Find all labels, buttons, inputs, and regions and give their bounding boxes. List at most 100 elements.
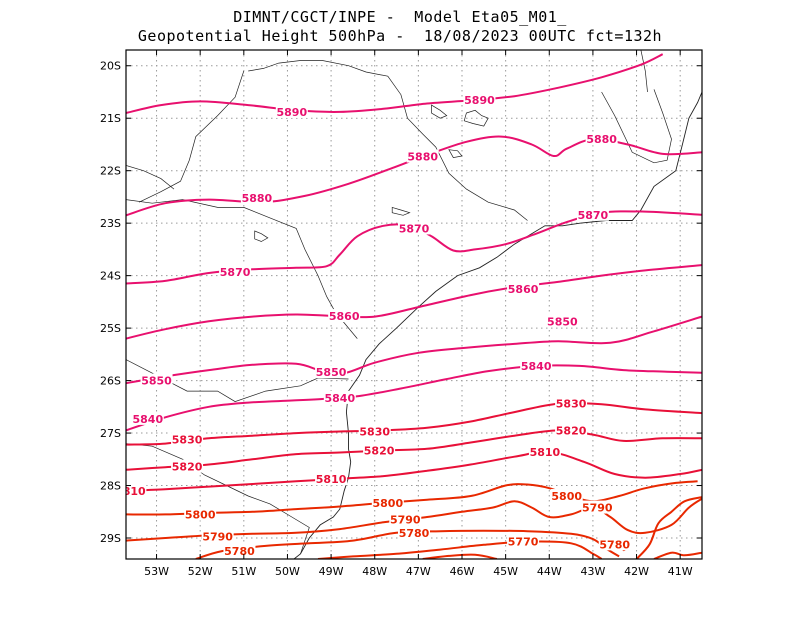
contour-label-5880: 5880 <box>242 192 273 205</box>
state-border <box>248 60 528 221</box>
contour-label-bg <box>528 444 561 458</box>
contour-segment <box>653 551 702 559</box>
contour-label-5850: 5850 <box>141 375 172 388</box>
contour-label-bg <box>223 544 256 558</box>
contour-5820 <box>126 429 702 471</box>
state-border <box>601 89 672 164</box>
x-tick-label: 45W <box>493 565 518 578</box>
contour-label-5800: 5800 <box>185 508 216 521</box>
coastline <box>293 91 702 559</box>
contour-label-5810: 5810 <box>115 485 146 498</box>
contour-label-5790: 5790 <box>202 530 233 543</box>
contour-label-5830: 5830 <box>556 398 587 411</box>
contour-label-bg <box>598 537 631 551</box>
lake-outline <box>463 109 489 127</box>
x-tick-label: 49W <box>319 565 344 578</box>
contour-label-bg <box>555 423 588 437</box>
y-tick-label: 29S <box>100 532 121 545</box>
state-border <box>138 70 245 203</box>
contour-5860 <box>126 264 702 340</box>
contour-label-5780: 5780 <box>599 538 630 551</box>
contour-5780 <box>195 529 620 559</box>
lake-outline <box>391 206 411 216</box>
contour-label-5790: 5790 <box>390 514 421 527</box>
contour-label-bg <box>315 472 348 486</box>
x-tick-label: 47W <box>406 565 431 578</box>
contour-label-5870: 5870 <box>578 209 609 222</box>
contour-5800 <box>126 480 698 516</box>
state-border <box>640 50 648 93</box>
lake-outline <box>254 230 269 242</box>
y-tick-label: 27S <box>100 427 121 440</box>
contour-label-5810: 5810 <box>316 473 347 486</box>
contour-label-bg <box>398 525 430 539</box>
map-geography <box>126 50 702 559</box>
contour-label-5770: 5770 <box>508 536 539 549</box>
contour-label-5830: 5830 <box>172 433 203 446</box>
contour-segment <box>635 496 702 559</box>
plot-frame <box>125 49 703 560</box>
contour-label-5780: 5780 <box>399 527 430 540</box>
contour-5810 <box>126 450 702 492</box>
contour-label-bg <box>219 264 252 278</box>
contour-layer <box>126 53 702 559</box>
contour-label-bg <box>328 309 361 323</box>
y-tick-label: 23S <box>100 217 121 230</box>
contour-label-5880: 5880 <box>407 151 438 164</box>
contour-label-5780: 5780 <box>224 545 255 558</box>
y-tick-label: 24S <box>100 270 121 283</box>
y-tick-label: 22S <box>100 165 121 178</box>
contour-5840 <box>126 364 702 432</box>
contour-label-bg <box>240 190 273 204</box>
map-grid <box>126 50 702 559</box>
contour-label-bg <box>201 529 234 543</box>
y-tick-label: 21S <box>100 112 121 125</box>
y-tick-label: 25S <box>100 322 121 335</box>
chart-title-line2: Geopotential Height 500hPa - 18/08/2023 … <box>137 27 663 45</box>
contour-label-5790: 5790 <box>582 502 613 515</box>
contour-label-bg <box>275 104 308 118</box>
contour-label-bg <box>463 92 496 106</box>
x-tick-label: 42W <box>624 565 649 578</box>
contour-label-5880: 5880 <box>586 133 617 146</box>
contour-label-5820: 5820 <box>172 461 203 474</box>
contour-label-bg <box>140 373 173 387</box>
x-tick-label: 50W <box>275 565 300 578</box>
contour-label-bg <box>171 432 204 446</box>
contour-label-5890: 5890 <box>277 106 308 119</box>
contour-label-bg <box>581 500 614 514</box>
contour-label-bg <box>358 424 391 438</box>
chart-title-line1: DIMNT/CGCT/INPE - Model Eta05_M01_ <box>233 8 567 26</box>
axis-ticks: 53W 52W 51W 50W 49W 48W 47W 46W 45W 44W 43W 42W 41W 2… <box>100 50 702 578</box>
contour-label-5800: 5800 <box>551 490 582 503</box>
contour-label-5890: 5890 <box>464 94 495 107</box>
contour-segment <box>422 553 498 559</box>
y-tick-label: 20S <box>100 60 121 73</box>
contour-label-layer: 5890 5890 5880 5880 5880 5870 5870 5870 5860 5860… <box>115 92 631 558</box>
contour-label-bg <box>323 390 356 404</box>
state-border <box>126 443 310 554</box>
lake-outline <box>448 149 463 158</box>
y-tick-label: 26S <box>100 375 121 388</box>
y-tick-label: 28S <box>100 480 121 493</box>
x-tick-label: 43W <box>580 565 605 578</box>
lake-outline <box>431 104 448 119</box>
state-border <box>126 165 175 190</box>
x-tick-label: 48W <box>362 565 387 578</box>
contour-label-bg <box>507 281 540 295</box>
contour-label-bg <box>555 396 588 410</box>
contour-label-bg <box>507 534 540 548</box>
contour-label-5810: 5810 <box>530 446 561 459</box>
contour-label-bg <box>363 443 396 457</box>
contour-label-5830: 5830 <box>359 425 390 438</box>
contour-5850 <box>126 315 702 385</box>
contour-label-5860: 5860 <box>329 310 360 323</box>
contour-label-bg <box>171 459 204 473</box>
contour-label-bg <box>585 132 618 146</box>
contour-label-bg <box>371 495 404 509</box>
contour-label-5820: 5820 <box>364 444 395 457</box>
contour-label-bg <box>389 512 422 526</box>
x-tick-label: 44W <box>537 565 562 578</box>
contour-label-5860: 5860 <box>508 283 539 296</box>
